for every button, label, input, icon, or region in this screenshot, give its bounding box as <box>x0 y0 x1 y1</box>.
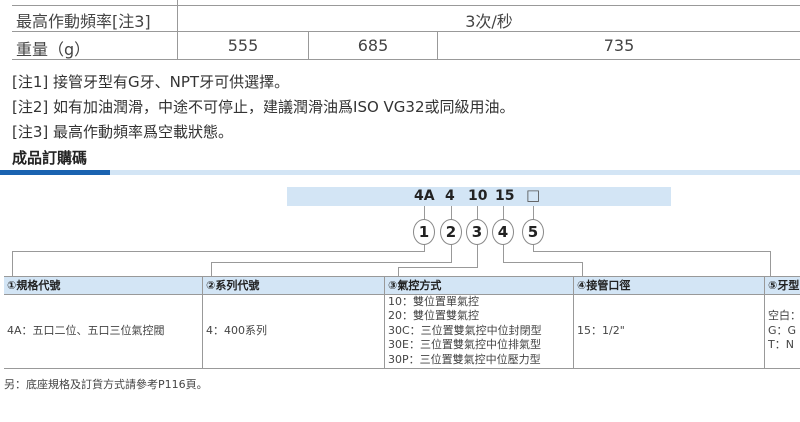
cell-spec-code: 4A：五口二位、五口三位氣控閥 <box>4 294 203 368</box>
cell-text: T：N <box>768 338 794 352</box>
weight-value: 685 <box>357 36 389 55</box>
cell-text: 空白： <box>768 309 800 323</box>
code-2: 4 <box>445 188 455 204</box>
cell-text: 30E：三位置雙氣控中位排氣型 <box>388 338 541 352</box>
cell-text: 4：400系列 <box>206 323 267 337</box>
title-bar-accent <box>0 170 110 175</box>
cell-text: 30C：三位置雙氣控中位封閉型 <box>388 323 542 337</box>
code-1: 4A <box>414 188 435 204</box>
note-1: [注1] 接管牙型有G牙、NPT牙可供選擇。 <box>12 73 290 91</box>
cell-series-code: 4：400系列 <box>203 294 385 368</box>
header-thread-type: ⑤牙型 <box>765 277 800 294</box>
weight-value: 555 <box>227 36 259 55</box>
header-port-size: ④接管口徑 <box>574 277 765 294</box>
code-5: □ <box>526 186 541 204</box>
cell-thread-type: 空白： G：G T：N <box>765 294 800 368</box>
order-code-bar <box>287 187 671 206</box>
note-2: [注2] 如有加油潤滑，中途不可停止，建議潤滑油爲ISO VG32或同級用油。 <box>12 98 515 116</box>
cell-text: 10：雙位置單氣控 <box>388 294 479 308</box>
code-3: 10 <box>468 188 488 204</box>
frequency-value: 3次/秒 <box>465 12 513 31</box>
code-4: 15 <box>495 188 515 204</box>
marker-3: 3 <box>466 219 488 245</box>
cell-control-method: 10：雙位置單氣控 20：雙位置雙氣控 30C：三位置雙氣控中位封閉型 30E：… <box>385 294 574 368</box>
header-control-method: ③氣控方式 <box>385 277 574 294</box>
section-title: 成品訂購碼 <box>12 149 88 167</box>
title-bar <box>110 170 800 175</box>
cell-text: 30P：三位置雙氣控中位壓力型 <box>388 352 541 366</box>
cell-port-size: 15：1/2" <box>574 294 765 368</box>
marker-1: 1 <box>413 219 435 245</box>
footnote: 另：底座規格及訂貨方式請參考P116頁。 <box>4 378 208 391</box>
row-label-weight: 重量（g） <box>16 40 91 59</box>
header-spec-code: ①規格代號 <box>4 277 203 294</box>
weight-value: 735 <box>603 36 635 55</box>
row-label-frequency: 最高作動頻率[注3] <box>16 12 151 31</box>
header-series-code: ②系列代號 <box>203 277 385 294</box>
cell-text: G：G <box>768 323 797 337</box>
marker-5: 5 <box>522 219 544 245</box>
cell-text: 20：雙位置雙氣控 <box>388 309 479 323</box>
note-3: [注3] 最高作動頻率爲空載狀態。 <box>12 123 234 141</box>
marker-2: 2 <box>440 219 462 245</box>
marker-4: 4 <box>492 219 514 245</box>
cell-text: 4A：五口二位、五口三位氣控閥 <box>7 323 165 337</box>
cell-text: 15：1/2" <box>577 323 625 337</box>
